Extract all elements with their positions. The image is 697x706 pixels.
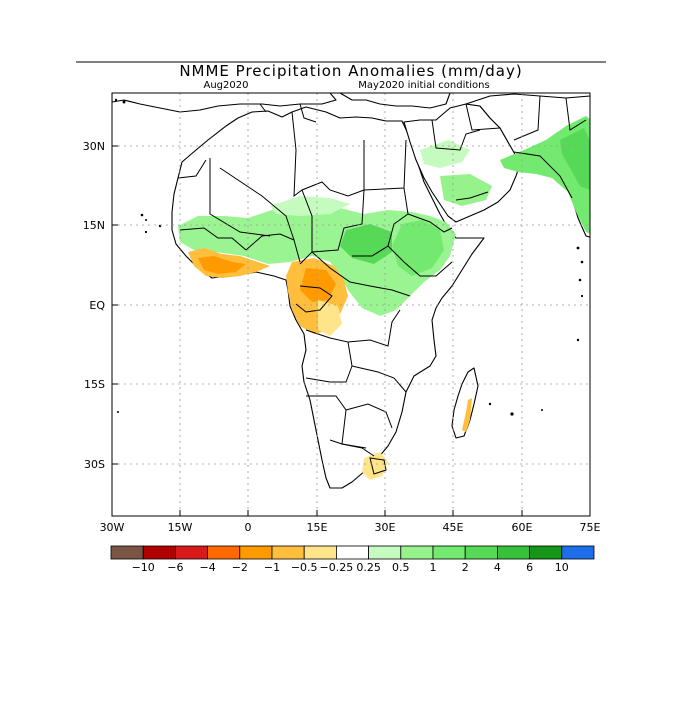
colorbar-label: 2 [462, 561, 469, 574]
colorbar-swatch [368, 545, 402, 560]
colorbar-label: −6 [167, 561, 183, 574]
country-borders [177, 95, 587, 475]
anomaly-southern-africa-dry [362, 452, 388, 480]
anomaly-red-sea-wet [440, 174, 492, 206]
lat-axis [112, 145, 118, 465]
europe-outline [112, 93, 337, 113]
map-panel [112, 93, 590, 516]
colorbar-label: 0.25 [356, 561, 381, 574]
colorbar-swatch [271, 545, 305, 560]
colorbar-label: −10 [132, 561, 155, 574]
subtitle-initial-conditions: May2020 initial conditions [358, 80, 489, 91]
colorbar-swatch [174, 545, 208, 560]
lat-tick-label: 30S [84, 458, 105, 471]
subtitle-month: Aug2020 [204, 80, 249, 91]
anomaly-madagascar-dry [462, 398, 472, 432]
colorbar-label: −0.25 [320, 561, 354, 574]
colorbar-swatch [496, 545, 530, 560]
lon-tick-label: 30W [100, 521, 125, 534]
lon-axis [111, 510, 591, 516]
anomaly-ethiopia-wet-core [392, 220, 444, 276]
colorbar-swatch [207, 545, 241, 560]
colorbar-label: 1 [430, 561, 437, 574]
colorbar-label: −1 [264, 561, 280, 574]
colorbar-label: −4 [199, 561, 215, 574]
anomaly-sudan-wet-core [340, 224, 392, 264]
anomaly-congo-dry-core [300, 268, 336, 302]
island-specks [114, 98, 584, 416]
gridlines [112, 93, 590, 516]
colorbar-label: 10 [555, 561, 569, 574]
lon-tick-label: 75E [580, 521, 601, 534]
colorbar-label: 0.5 [392, 561, 410, 574]
colorbar-swatch [400, 545, 434, 560]
lon-tick-label: 15E [307, 521, 328, 534]
lon-tick-label: 45E [443, 521, 464, 534]
lon-tick-label: 15W [168, 521, 193, 534]
colorbar: −10 −6 −4 −2 −1 −0.5 −0.25 0.25 0.5 1 2 4 6 10 [110, 545, 595, 574]
colorbar-swatch [464, 545, 498, 560]
colorbar-swatch [335, 545, 369, 560]
colorbar-swatch [529, 545, 563, 560]
lat-tick-label: EQ [89, 299, 105, 312]
map-title: NMME Precipitation Anomalies (mm/day) [179, 62, 522, 80]
madagascar-outline [451, 367, 479, 439]
anomaly-arabia-light [420, 140, 470, 168]
lon-tick-label: 60E [512, 521, 533, 534]
colorbar-label: −0.5 [291, 561, 318, 574]
anomaly-south-asia-wet-core [560, 128, 590, 190]
colorbar-swatch [110, 545, 144, 560]
colorbar-label: 4 [494, 561, 501, 574]
lat-tick-label: 15N [83, 219, 105, 232]
colorbar-label: 6 [526, 561, 533, 574]
colorbar-swatch [561, 545, 595, 560]
southern-europe-outline [339, 93, 451, 109]
anomaly-west-africa-dry-core [198, 256, 246, 274]
colorbar-label: −2 [232, 561, 248, 574]
colorbar-swatch [432, 545, 466, 560]
anomaly-congo-dry-fringe [318, 300, 342, 336]
lat-tick-labels: 30N 15N EQ 15S 30S [83, 140, 106, 471]
colorbar-swatch [142, 545, 176, 560]
lon-tick-labels: 30W 15W 0 15E 30E 45E 60E 75E [100, 521, 601, 534]
lon-tick-label: 0 [245, 521, 252, 534]
lat-tick-label: 15S [84, 378, 105, 391]
colorbar-swatch [303, 545, 337, 560]
colorbar-swatch [239, 545, 273, 560]
lon-tick-label: 30E [375, 521, 396, 534]
lat-tick-label: 30N [83, 140, 105, 153]
anomaly-sahara-light [270, 196, 350, 216]
arabia-outline [403, 103, 521, 223]
